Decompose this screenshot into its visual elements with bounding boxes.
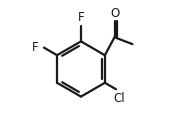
Text: F: F	[32, 41, 39, 54]
Text: O: O	[110, 7, 119, 20]
Text: F: F	[78, 11, 84, 24]
Text: Cl: Cl	[114, 92, 125, 105]
